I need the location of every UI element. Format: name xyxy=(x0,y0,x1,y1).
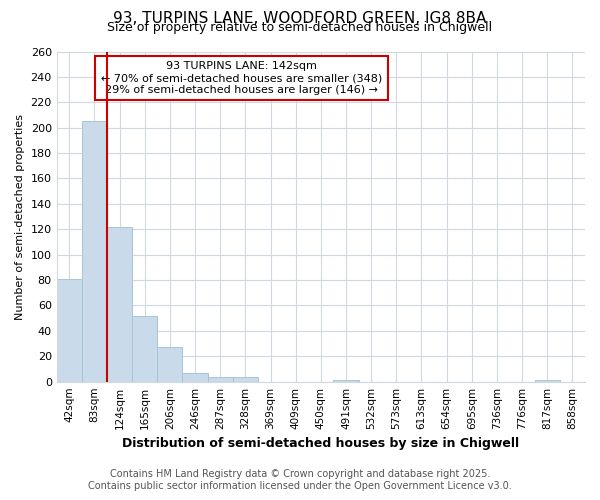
Y-axis label: Number of semi-detached properties: Number of semi-detached properties xyxy=(15,114,25,320)
Bar xyxy=(334,380,359,382)
Text: 93, TURPINS LANE, WOODFORD GREEN, IG8 8BA: 93, TURPINS LANE, WOODFORD GREEN, IG8 8B… xyxy=(113,11,487,26)
Bar xyxy=(233,376,258,382)
Bar xyxy=(208,376,233,382)
Bar xyxy=(157,348,182,382)
Bar xyxy=(82,122,107,382)
Text: Size of property relative to semi-detached houses in Chigwell: Size of property relative to semi-detach… xyxy=(107,21,493,34)
Text: Contains HM Land Registry data © Crown copyright and database right 2025.
Contai: Contains HM Land Registry data © Crown c… xyxy=(88,470,512,491)
Text: 93 TURPINS LANE: 142sqm
← 70% of semi-detached houses are smaller (348)
29% of s: 93 TURPINS LANE: 142sqm ← 70% of semi-de… xyxy=(101,62,382,94)
Bar xyxy=(132,316,157,382)
Bar xyxy=(56,279,82,382)
Bar xyxy=(182,373,208,382)
Bar xyxy=(107,226,132,382)
Bar xyxy=(535,380,560,382)
X-axis label: Distribution of semi-detached houses by size in Chigwell: Distribution of semi-detached houses by … xyxy=(122,437,520,450)
